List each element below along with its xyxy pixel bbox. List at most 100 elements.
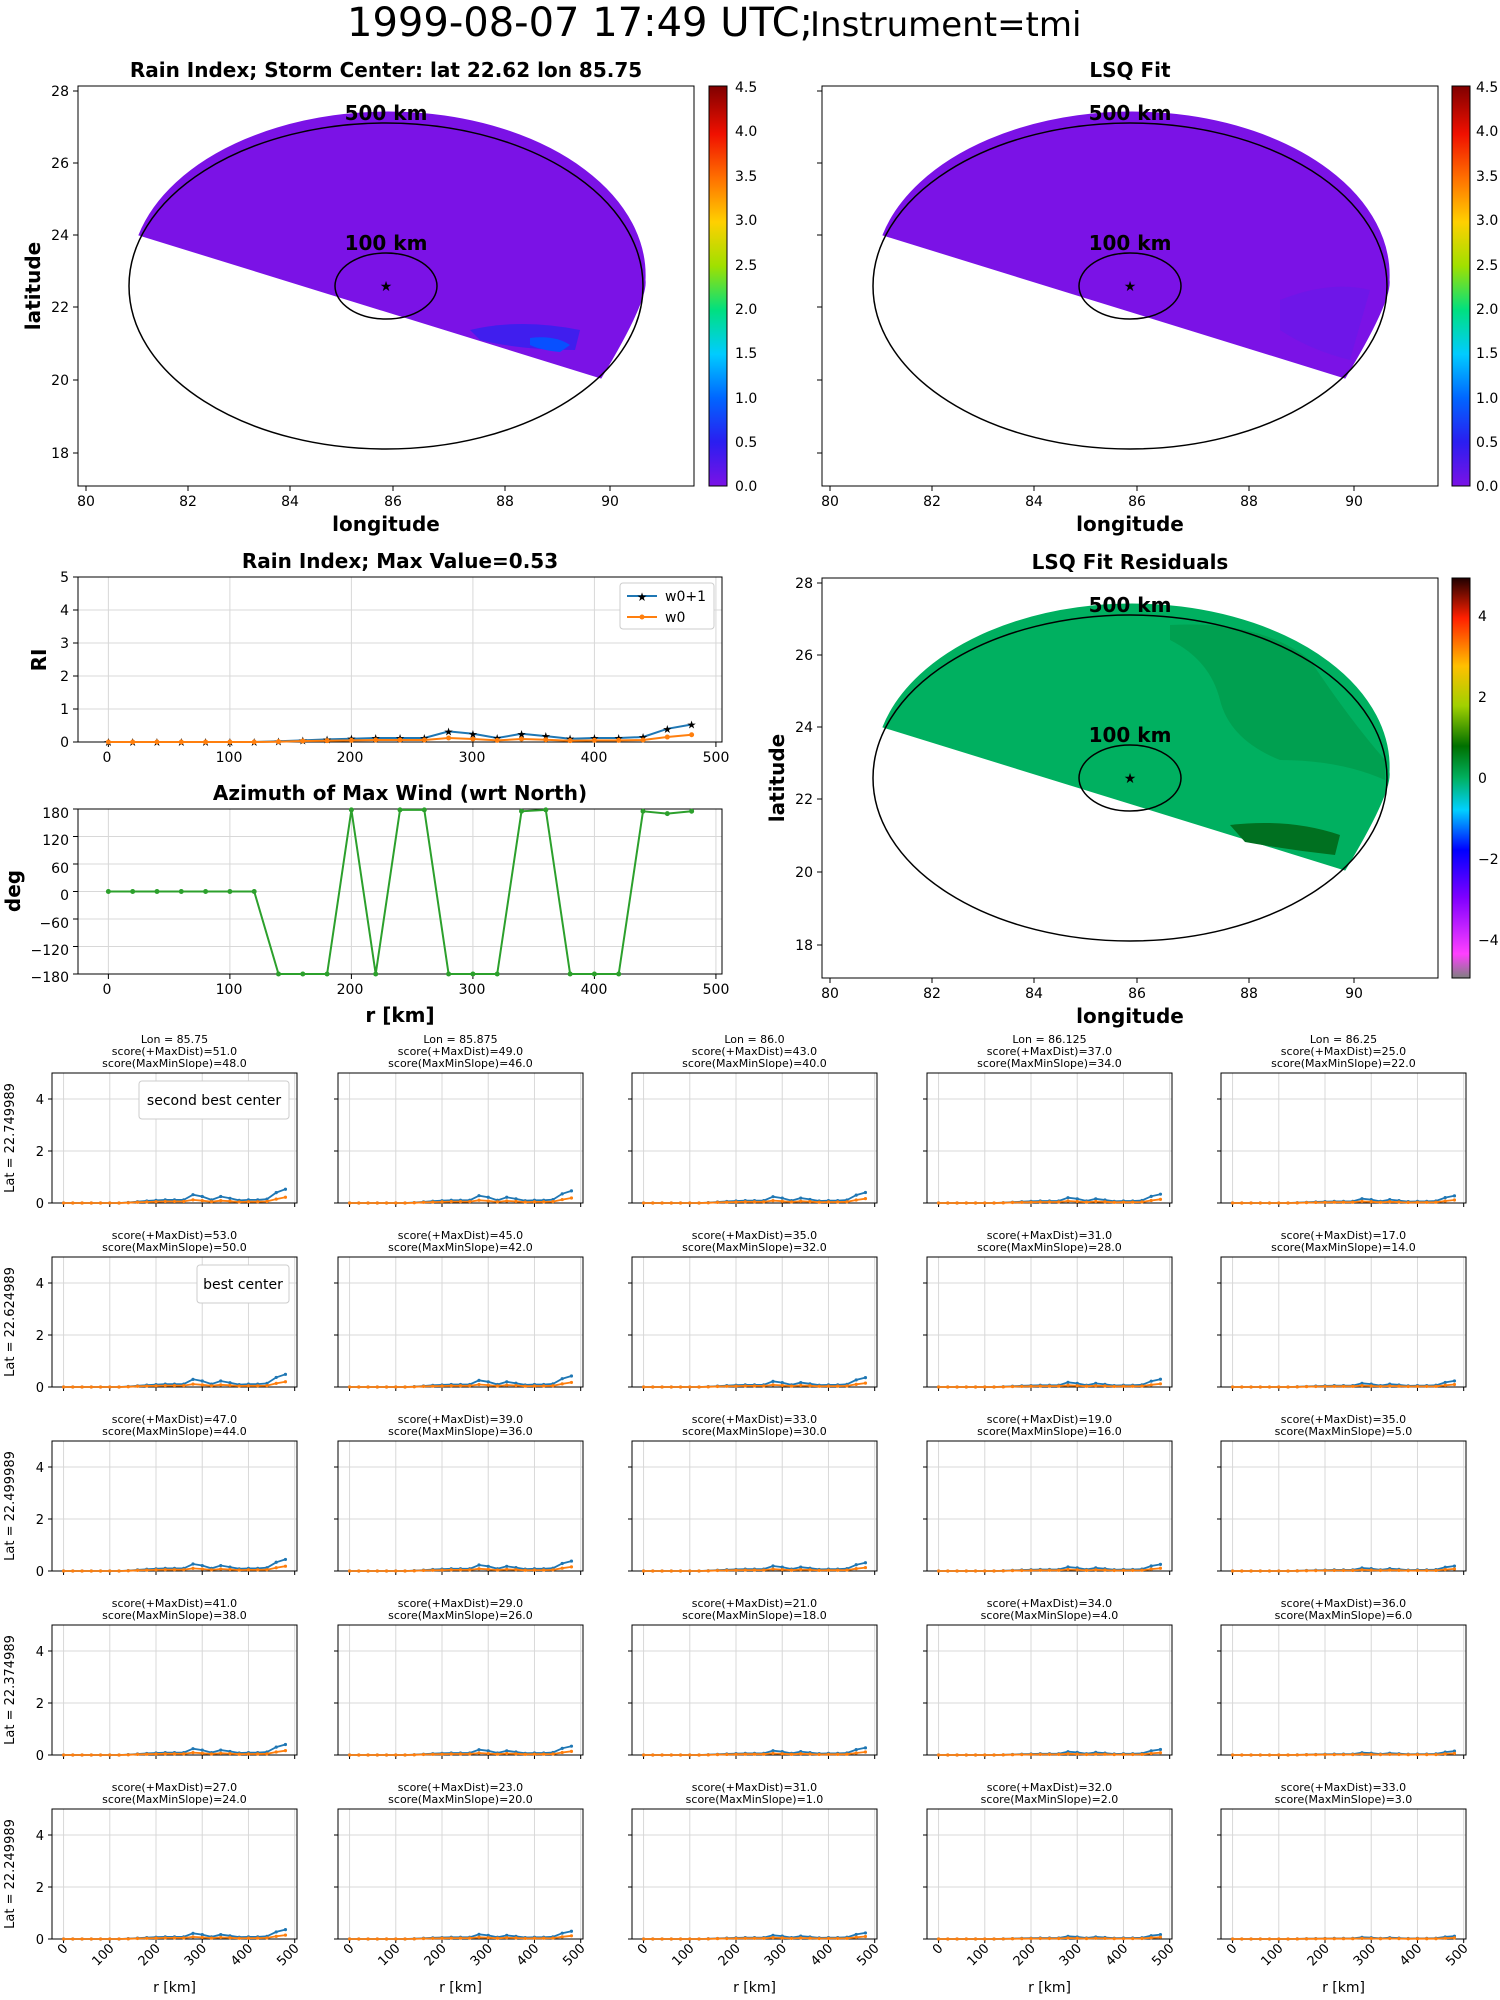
mini-data-point [1378, 1384, 1383, 1389]
mini-data-point [394, 1753, 398, 1757]
mini-data-point [1140, 1752, 1144, 1756]
panel-score: score(MaxMinSlope)=50.0 [102, 1241, 247, 1254]
mini-data-point [1286, 1937, 1290, 1941]
mini-data-point [725, 1568, 729, 1572]
mini-data-point [486, 1195, 490, 1199]
xtick: 0 [635, 1941, 651, 1957]
mini-data-point [688, 1569, 692, 1573]
mini-data-point [200, 1567, 204, 1571]
mini-data-point [1010, 1937, 1015, 1941]
mini-data-point [1140, 1568, 1144, 1572]
cbar-tick: −2 [1478, 852, 1499, 868]
panel-frame [631, 1072, 878, 1204]
mini-data-point [826, 1568, 831, 1572]
mini-data-point [1434, 1200, 1438, 1204]
xtick: 400 [808, 1941, 836, 1969]
map-residuals-colorbar [1451, 577, 1471, 979]
mini-data-point [734, 1752, 738, 1756]
mini-data-point [1084, 1936, 1089, 1941]
xtick: 90 [1345, 986, 1363, 1002]
panel-score: score(MaxMinSlope)=18.0 [682, 1609, 827, 1622]
mini-data-point [61, 1753, 66, 1757]
mini-data-point [375, 1937, 379, 1941]
mini-data-point [936, 1569, 941, 1573]
mini-data-point [780, 1380, 784, 1385]
mini-data-point [1094, 1199, 1098, 1204]
mini-data-point [715, 1200, 720, 1205]
mini-data-point [706, 1753, 710, 1757]
mini-data-point [569, 1374, 574, 1378]
mini-data-point [532, 1384, 537, 1388]
mini-data-point [836, 1200, 840, 1204]
mini-data-point [172, 1936, 177, 1940]
panel-frame [926, 1256, 1173, 1388]
mini-data-point [946, 1753, 950, 1757]
mini-data-point [440, 1752, 444, 1756]
ytick: 4 [36, 1829, 44, 1844]
xtick: 300 [1351, 1941, 1379, 1969]
map-rain-index-ylabel: latitude [21, 242, 45, 330]
mini-data-point [743, 1752, 747, 1756]
mini-data-point [863, 1197, 868, 1201]
mini-data-point [1240, 1937, 1244, 1941]
mini-data-point [1020, 1384, 1024, 1389]
cbar-tick: 1.5 [1476, 346, 1498, 362]
data-point [664, 734, 670, 740]
mini-data-point [1112, 1568, 1116, 1573]
mini-data-point [1277, 1201, 1281, 1205]
mini-data-point [108, 1937, 112, 1941]
mini-data-point [431, 1200, 435, 1204]
mini-data-point [265, 1383, 269, 1388]
mini-data-point [1240, 1569, 1244, 1573]
mini-data-point [1351, 1200, 1355, 1204]
mini-data-point [936, 1753, 941, 1757]
mini-data-point [1369, 1200, 1373, 1204]
mini-data-point [817, 1384, 821, 1388]
mini-data-point [172, 1199, 177, 1204]
mini-data-point [780, 1565, 784, 1569]
mini-data-point [826, 1936, 831, 1941]
mini-data-point [468, 1568, 472, 1572]
ytick: 0 [36, 1197, 44, 1212]
cbar-tick: 4.5 [1476, 80, 1498, 96]
mini-data-point [412, 1753, 416, 1757]
mini-data-point [219, 1383, 223, 1387]
mini-data-point [495, 1200, 500, 1204]
mini-data-point [117, 1201, 121, 1205]
mini-data-point [1084, 1384, 1089, 1388]
mini-data-point [523, 1384, 527, 1388]
panel-score: Lon = 85.875 [423, 1033, 497, 1046]
mini-data-point [98, 1753, 103, 1757]
ytick: 20 [795, 865, 813, 881]
mini-data-point [1038, 1568, 1042, 1572]
mini-data-point [1267, 1385, 1272, 1389]
mini-data-point [836, 1936, 840, 1941]
mini-data-point [1249, 1937, 1253, 1941]
cbar-tick: 2.5 [735, 258, 757, 274]
panel-frame [1220, 1256, 1467, 1388]
mini-data-point [477, 1198, 481, 1202]
mini-data-point [725, 1752, 729, 1757]
mini-data-point [651, 1385, 655, 1389]
mini-data-point [651, 1753, 655, 1757]
mini-data-point [799, 1199, 803, 1203]
ytick: 0 [60, 888, 69, 904]
ytick: −60 [39, 916, 69, 932]
mini-data-point [983, 1937, 987, 1941]
panel-score: score(MaxMinSlope)=32.0 [682, 1241, 827, 1254]
data-point [519, 736, 525, 742]
panel-score: score(+MaxDist)=33.0 [692, 1413, 817, 1426]
data-point: ★ [468, 728, 478, 741]
mini-data-point [1047, 1568, 1052, 1572]
xtick: 200 [1305, 1941, 1333, 1969]
panel-legend-label: best center [203, 1277, 283, 1293]
mini-data-point [505, 1567, 509, 1571]
mini-data-point [660, 1385, 664, 1389]
mini-data-point [826, 1752, 831, 1756]
mini-data-point [845, 1200, 849, 1204]
mini-data-point [1360, 1568, 1364, 1572]
mini-data-point [477, 1378, 481, 1382]
panel-score: score(+MaxDist)=35.0 [1281, 1413, 1406, 1426]
panel-score: Lon = 86.25 [1310, 1033, 1377, 1046]
